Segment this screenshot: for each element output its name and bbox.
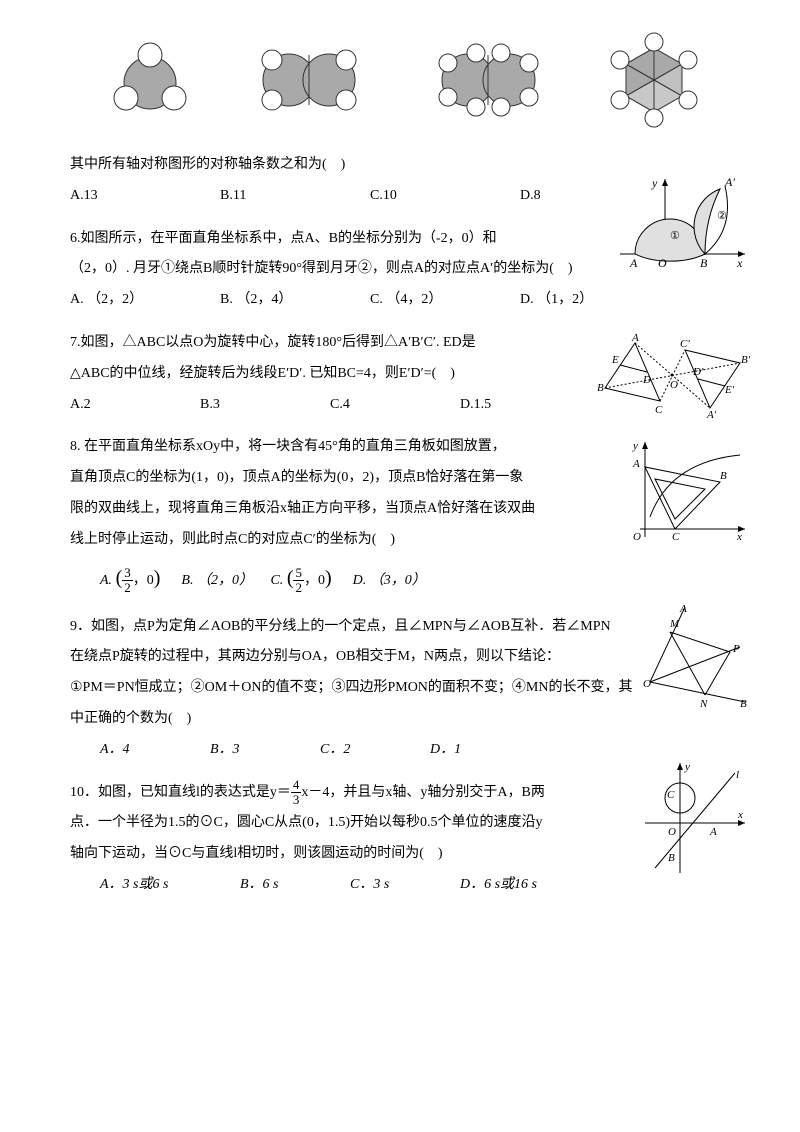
q10-frac: 43 — [291, 778, 302, 808]
svg-text:x: x — [736, 256, 743, 270]
figure-4 — [602, 30, 707, 130]
svg-text:O: O — [670, 379, 678, 391]
q9-opt-b: B．3 — [210, 735, 320, 766]
svg-text:A: A — [631, 333, 639, 344]
figures-row-q5 — [70, 30, 740, 130]
q9-opt-a: A．4 — [100, 735, 210, 766]
q8-opt-a-suffix: ，0 — [133, 573, 154, 588]
svg-text:B′: B′ — [741, 354, 750, 366]
q8-figure: A B C O x y — [625, 437, 750, 547]
q10-opt-d: D．6 s或16 s — [460, 870, 537, 901]
svg-text:E: E — [611, 354, 619, 366]
q8-opt-c-suffix: ，0 — [304, 573, 325, 588]
q8-opt-a-frac: 32 — [122, 566, 133, 596]
q10-opt-c: C．3 s — [350, 870, 460, 901]
figure-1 — [103, 33, 198, 128]
q9-figure: A M P O N B — [635, 602, 750, 712]
svg-text:C: C — [667, 789, 675, 801]
q6-opt-a: A. （2，2） — [70, 285, 220, 316]
svg-text:C: C — [655, 404, 663, 416]
question-8: A B C O x y 8. 在平面直角坐标系xOy中，将一块含有45°角的直角… — [70, 432, 740, 599]
q7-opt-b: B.3 — [200, 390, 330, 421]
svg-text:A: A — [679, 603, 687, 615]
question-10: O A B C l x y 10．如图，已知直线l的表达式是y＝43x－4，并且… — [70, 778, 740, 901]
q10-opt-a: A．3 s或6 s — [100, 870, 240, 901]
svg-text:N: N — [699, 698, 708, 710]
svg-text:M: M — [669, 618, 680, 630]
svg-text:D: D — [642, 374, 651, 386]
svg-text:x: x — [737, 809, 743, 821]
svg-text:B: B — [597, 382, 604, 394]
svg-text:A: A — [629, 256, 638, 270]
svg-text:O: O — [658, 256, 667, 270]
svg-text:A: A — [709, 826, 717, 838]
q8-opt-a-prefix: A. — [100, 573, 112, 588]
svg-text:B: B — [668, 852, 675, 864]
figure-2 — [244, 38, 374, 123]
q6-opt-c: C. （4，2） — [370, 285, 520, 316]
q8-options: A. (32，0) B. （2，0） C. (52，0) D. （3，0） — [70, 556, 740, 600]
q6-options: A. （2，2） B. （2，4） C. （4，2） D. （1，2） — [70, 285, 740, 316]
q8-opt-c-paren2: ) — [325, 567, 332, 589]
q8-opt-c-paren: ( — [287, 567, 294, 589]
svg-text:①: ① — [670, 230, 680, 242]
q9-opt-d: D．1 — [430, 735, 540, 766]
q7-opt-d: D.1.5 — [460, 390, 590, 421]
question-6: ① ② A O B x y A′ 6.如图所示，在平面直角坐标系中，点A、B的坐… — [70, 224, 740, 316]
svg-text:②: ② — [717, 210, 727, 222]
svg-text:A′: A′ — [724, 175, 735, 189]
svg-text:E′: E′ — [724, 384, 735, 396]
svg-text:O: O — [633, 531, 641, 543]
q6-figure: ① ② A O B x y A′ — [610, 174, 750, 279]
svg-text:y: y — [684, 761, 690, 773]
q10-figure: O A B C l x y — [640, 758, 750, 878]
svg-text:B: B — [720, 470, 727, 482]
q8-opt-c-prefix: C. — [270, 573, 283, 588]
q8-opt-a-paren2: ) — [154, 567, 161, 589]
svg-text:O: O — [668, 826, 676, 838]
q7-opt-a: A.2 — [70, 390, 200, 421]
svg-text:y: y — [632, 440, 638, 452]
question-7: A B C E D O A′ B′ C′ E′ D′ 7.如图，△ABC以点O为… — [70, 328, 740, 420]
q8-opt-c-frac: 52 — [293, 566, 304, 596]
q5-opt-c: C.10 — [370, 181, 520, 212]
q10-opt-b: B．6 s — [240, 870, 350, 901]
svg-text:P: P — [732, 643, 740, 655]
question-9: A M P O N B 9．如图，点P为定角∠AOB的平分线上的一个定点，且∠M… — [70, 612, 740, 766]
q8-opt-b: B. （2，0） — [181, 573, 253, 588]
svg-text:C′: C′ — [680, 338, 690, 350]
svg-text:O: O — [643, 678, 651, 690]
q7-figure: A B C E D O A′ B′ C′ E′ D′ — [595, 333, 750, 418]
q5-opt-b: B.11 — [220, 181, 370, 212]
q6-opt-b: B. （2，4） — [220, 285, 370, 316]
svg-text:y: y — [651, 176, 658, 190]
svg-text:l: l — [736, 769, 739, 781]
svg-text:D′: D′ — [692, 366, 704, 378]
svg-text:A′: A′ — [706, 409, 717, 418]
q9-opt-c: C．2 — [320, 735, 430, 766]
svg-text:x: x — [736, 531, 742, 543]
svg-text:B: B — [740, 698, 747, 710]
q7-opt-c: C.4 — [330, 390, 460, 421]
q8-opt-d: D. （3，0） — [353, 573, 426, 588]
svg-text:B: B — [700, 256, 708, 270]
q8-opt-a-paren: ( — [116, 567, 123, 589]
svg-text:A: A — [632, 458, 640, 470]
q6-opt-d: D. （1，2） — [520, 285, 670, 316]
svg-text:C: C — [672, 531, 680, 543]
q5-opt-a: A.13 — [70, 181, 220, 212]
figure-3 — [421, 38, 556, 123]
